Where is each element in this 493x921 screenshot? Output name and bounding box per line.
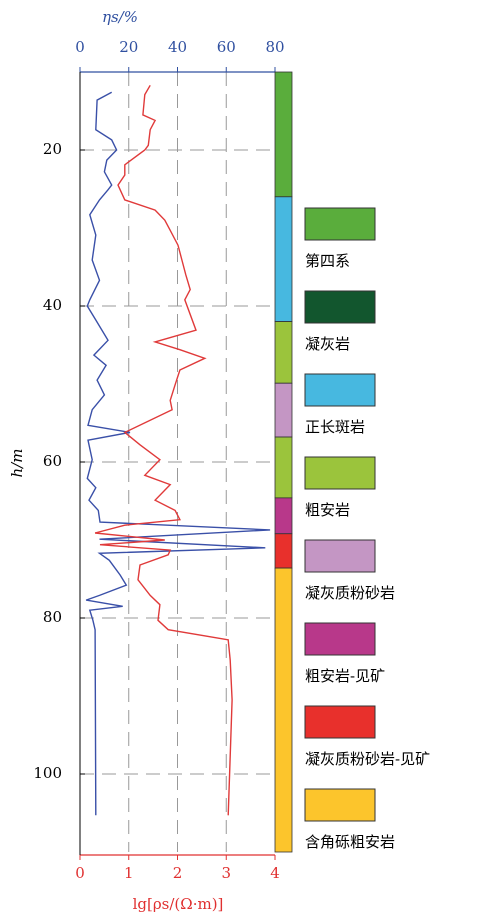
lithology-segment <box>274 567 293 853</box>
legend-swatch <box>304 788 376 822</box>
legend-swatch <box>304 207 376 241</box>
bottom-tick-label: 0 <box>75 864 85 882</box>
legend-label: 凝灰岩 <box>305 335 350 353</box>
top-tick-label: 0 <box>75 38 85 56</box>
bottom-tick-label: 1 <box>124 864 134 882</box>
legend-label: 粗安岩-见矿 <box>305 667 385 685</box>
lithology-segment <box>274 533 293 569</box>
legend-label: 第四系 <box>305 252 350 270</box>
top-tick-label: 40 <box>168 38 187 56</box>
legend-swatch <box>304 290 376 324</box>
top-tick-label: 80 <box>265 38 284 56</box>
legend-swatch <box>304 373 376 407</box>
legend-label: 正长斑岩 <box>305 418 365 436</box>
legend-swatch <box>304 456 376 490</box>
bottom-tick-label: 3 <box>221 864 231 882</box>
lithology-segment <box>274 497 293 535</box>
legend-swatch <box>304 705 376 739</box>
lithology-segment <box>274 71 293 198</box>
bottom-tick-label: 2 <box>173 864 183 882</box>
y-tick-label: 100 <box>33 764 62 782</box>
y-tick-label: 20 <box>43 140 62 158</box>
top-axis-label: ηs/% <box>102 8 138 26</box>
lithology-segment <box>274 321 293 384</box>
lithology-segment <box>274 436 293 499</box>
legend-label: 含角砾粗安岩 <box>305 833 395 851</box>
y-tick-label: 40 <box>43 296 62 314</box>
top-tick-label: 60 <box>217 38 236 56</box>
legend-label: 粗安岩 <box>305 501 350 519</box>
log-curve <box>85 91 271 816</box>
lithology-segment <box>274 196 293 323</box>
y-axis-label: h/m <box>8 449 26 478</box>
legend-swatch <box>304 622 376 656</box>
lithology-segment <box>274 382 293 438</box>
legend-label: 凝灰质粉砂岩 <box>305 584 395 602</box>
bottom-tick-label: 4 <box>270 864 280 882</box>
bottom-axis-label: lg[ρs/(Ω·m)] <box>133 895 224 913</box>
y-tick-label: 80 <box>43 608 62 626</box>
legend-swatch <box>304 539 376 573</box>
y-tick-label: 60 <box>43 452 62 470</box>
top-tick-label: 20 <box>119 38 138 56</box>
legend-label: 凝灰质粉砂岩-见矿 <box>305 750 430 768</box>
log-curve <box>94 84 233 816</box>
